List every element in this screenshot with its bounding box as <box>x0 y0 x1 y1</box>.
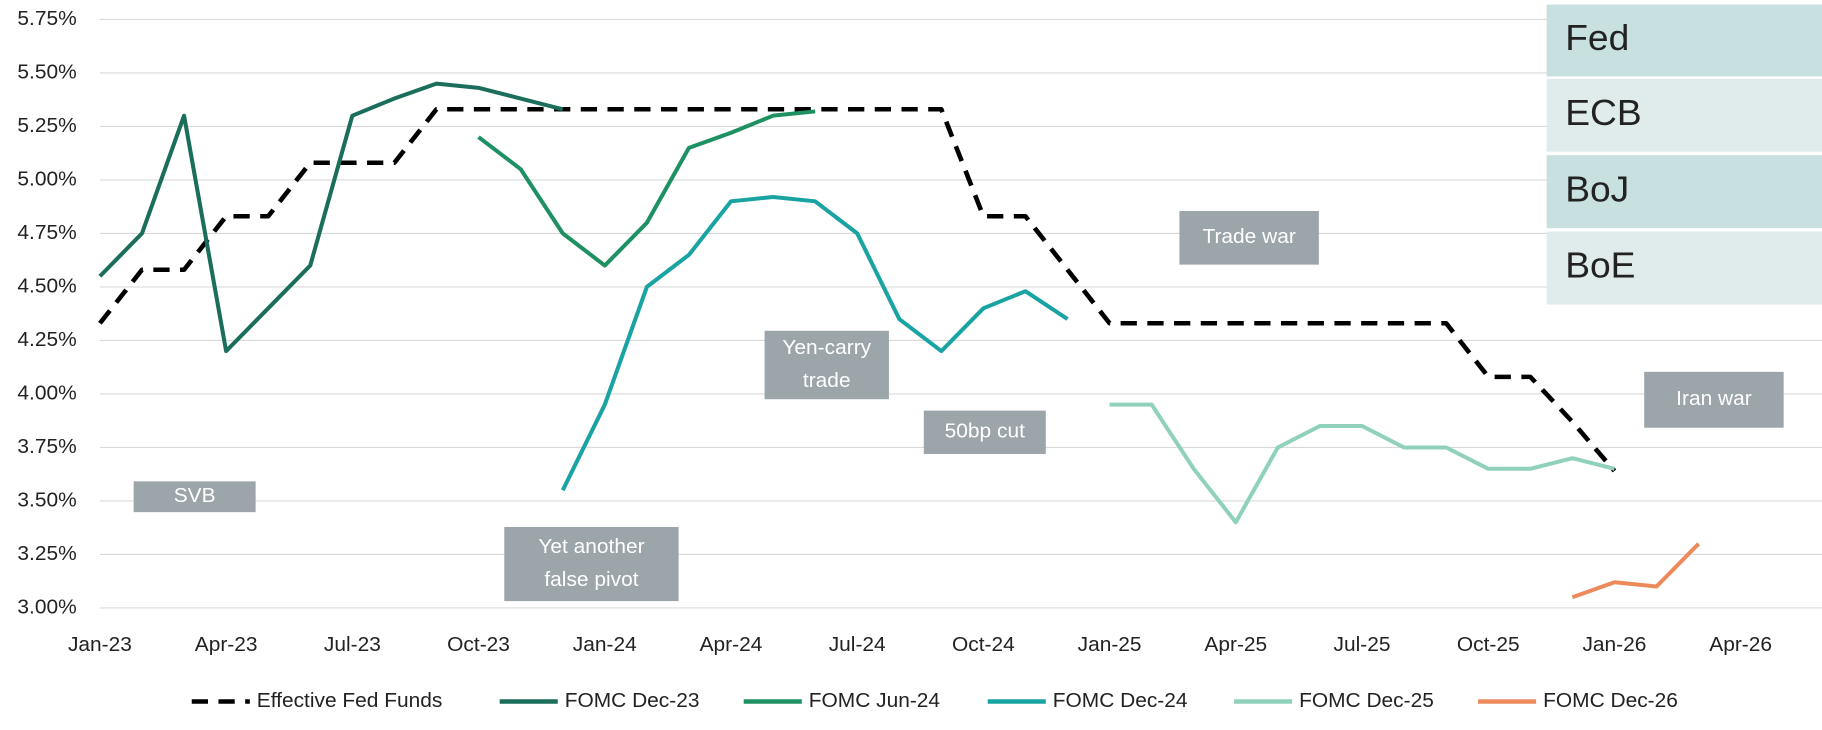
annotation-text: Trade war <box>1202 225 1295 248</box>
annotation-text: Yet another <box>538 535 644 558</box>
tab-background <box>1546 155 1822 229</box>
tab-button[interactable]: BoJ <box>1546 155 1822 229</box>
tab-background <box>1546 231 1822 305</box>
annotation-text: Yen-carry <box>782 336 871 359</box>
tab-button[interactable]: ECB <box>1546 78 1822 152</box>
annotation-box <box>764 330 889 400</box>
annotation-text: 50bp cut <box>945 420 1025 443</box>
series-line <box>477 109 816 268</box>
tab-button[interactable]: BoE <box>1546 231 1822 305</box>
x-tick-label: Oct-25 <box>1457 633 1520 656</box>
annotation: 50bp cut <box>923 410 1046 454</box>
series-line <box>1571 542 1701 600</box>
x-tick-label: Apr-26 <box>1709 633 1772 656</box>
legend-label: FOMC Dec-25 <box>1299 689 1434 712</box>
annotation-text: trade <box>803 369 851 392</box>
y-tick-label: 3.00% <box>17 596 76 619</box>
x-tick-label: Apr-24 <box>700 633 763 656</box>
x-tick-label: Oct-23 <box>447 633 510 656</box>
y-tick-label: 5.25% <box>17 114 76 137</box>
tab-label: BoE <box>1565 245 1635 286</box>
annotation-box <box>1644 371 1784 428</box>
annotation-text: SVB <box>174 484 216 507</box>
annotation-box <box>923 410 1046 454</box>
tab-background <box>1546 4 1822 77</box>
y-tick-label: 4.50% <box>17 275 76 298</box>
x-tick-label: Jan-26 <box>1582 633 1646 656</box>
annotation: Yen-carry trade <box>764 330 889 400</box>
legend-label: FOMC Dec-26 <box>1543 689 1678 712</box>
x-tick-label: Jan-23 <box>68 633 132 656</box>
x-tick-label: Jan-25 <box>1078 633 1142 656</box>
x-tick-label: Jul-24 <box>829 633 886 656</box>
y-tick-label: 3.75% <box>17 435 76 458</box>
legend-label: Effective Fed Funds <box>257 689 443 712</box>
tab-label: BoJ <box>1565 169 1629 210</box>
annotation: Trade war <box>1179 211 1319 265</box>
tab-button[interactable]: Fed <box>1546 4 1822 77</box>
annotation-text: false pivot <box>544 568 638 591</box>
series-line <box>98 81 564 354</box>
annotation-box <box>1179 211 1319 265</box>
y-tick-label: 3.50% <box>17 489 76 512</box>
annotation: Iran war <box>1644 371 1784 428</box>
annotation-text: Iran war <box>1676 387 1752 410</box>
x-tick-label: Jan-24 <box>573 633 637 656</box>
x-tick-label: Jul-23 <box>324 633 381 656</box>
tab-label: Fed <box>1565 17 1629 58</box>
x-tick-label: Jul-25 <box>1334 633 1391 656</box>
annotation: Yet another false pivot <box>504 526 679 602</box>
series-line <box>560 194 1069 492</box>
annotation: SVB <box>133 481 256 513</box>
y-tick-label: 3.25% <box>17 542 76 565</box>
x-tick-label: Apr-25 <box>1204 633 1267 656</box>
tab-background <box>1546 78 1822 152</box>
tab-label: ECB <box>1565 92 1641 133</box>
series-line <box>98 106 1617 473</box>
y-tick-label: 4.00% <box>17 382 76 405</box>
annotation-box <box>133 481 256 513</box>
y-tick-label: 5.00% <box>17 167 76 190</box>
x-tick-label: Apr-23 <box>195 633 258 656</box>
y-tick-label: 4.75% <box>17 221 76 244</box>
y-tick-label: 5.75% <box>17 7 76 30</box>
x-tick-label: Oct-24 <box>952 633 1015 656</box>
annotation-box <box>504 526 679 602</box>
series-line <box>1109 402 1615 525</box>
y-tick-label: 4.25% <box>17 328 76 351</box>
legend-label: FOMC Dec-24 <box>1053 689 1188 712</box>
legend-label: FOMC Dec-23 <box>565 689 700 712</box>
legend-label: FOMC Jun-24 <box>809 689 940 712</box>
y-tick-label: 5.50% <box>17 60 76 83</box>
